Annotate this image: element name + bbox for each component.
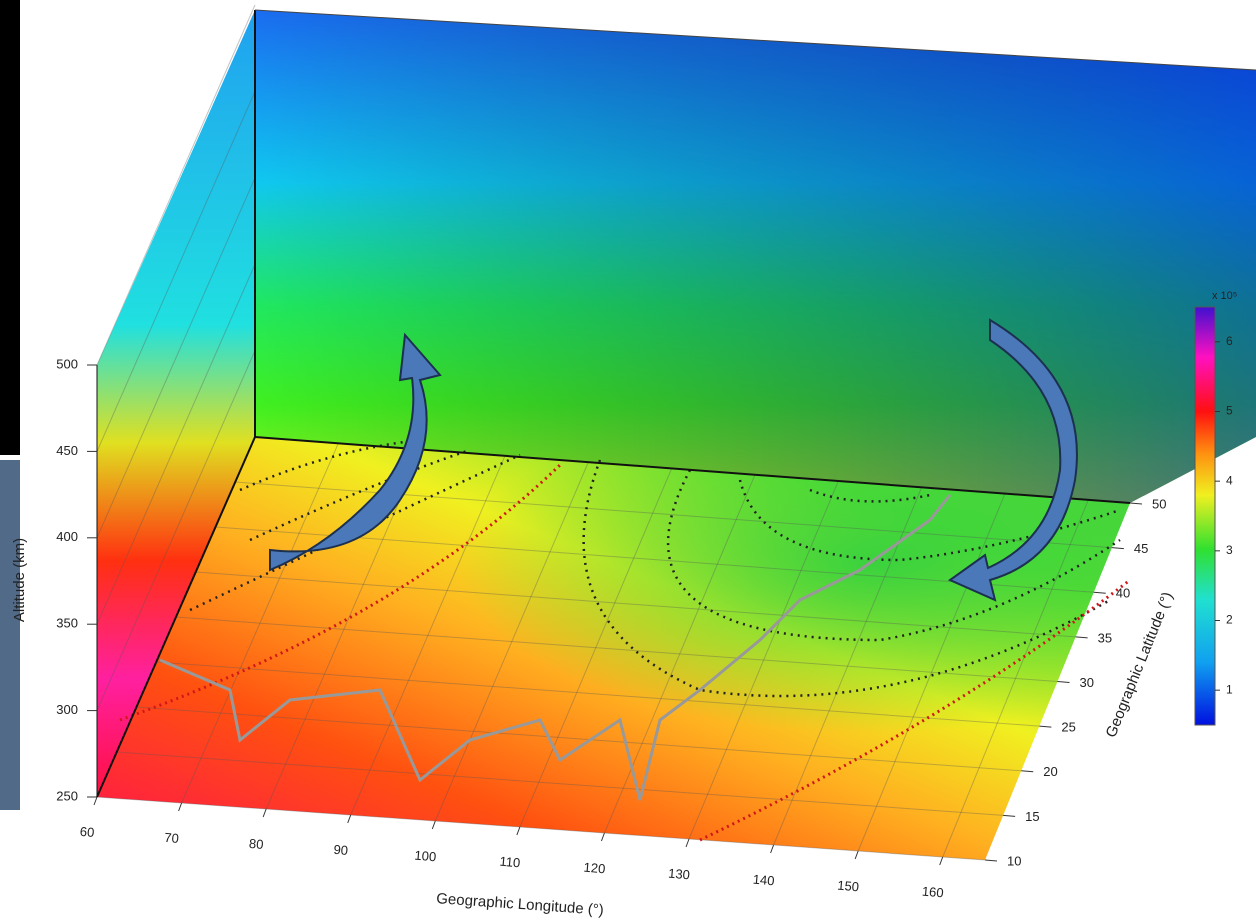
x-tick [601, 833, 604, 841]
colorbar-tick-label: 5 [1226, 404, 1233, 418]
y-tick [1058, 682, 1070, 683]
x-tick-label: 80 [248, 836, 264, 852]
y-tick-label: 25 [1061, 720, 1075, 735]
y-tick [1112, 548, 1124, 549]
y-tick-label: 30 [1080, 675, 1094, 690]
colorbar-tick-label: 1 [1226, 682, 1233, 696]
x-tick [771, 845, 774, 853]
x-tick [686, 839, 689, 847]
floor-shade [97, 437, 1130, 860]
y-tick-label: 40 [1116, 586, 1130, 601]
y-tick [1003, 815, 1015, 816]
y-axis-label: Geographic Latitude (°) [1103, 590, 1177, 740]
y-tick-label: 10 [1007, 853, 1021, 868]
z-tick-label: 250 [56, 788, 78, 803]
colorbar-label: x 10⁵ [1212, 290, 1237, 302]
y-tick [1094, 592, 1106, 593]
chart: x 10⁵ Altitude (km) Geographic Longitude… [0, 0, 1256, 921]
x-tick-label: 130 [668, 866, 691, 883]
back-wall-shade [255, 10, 1256, 503]
x-tick [263, 809, 266, 817]
x-tick-label: 100 [414, 848, 437, 865]
y-tick [1130, 503, 1142, 504]
y-tick [1039, 726, 1051, 727]
colorbar-tick-label: 6 [1226, 334, 1233, 348]
z-tick-label: 500 [56, 356, 78, 371]
y-tick-label: 45 [1134, 541, 1148, 556]
z-tick-label: 450 [56, 443, 78, 458]
x-tick-label: 160 [921, 884, 944, 901]
x-tick-label: 60 [79, 824, 95, 840]
y-tick [985, 860, 997, 861]
x-tick [517, 827, 520, 835]
x-tick-label: 140 [752, 872, 775, 889]
colorbar-tick-label: 2 [1226, 613, 1233, 627]
colorbar-tick-label: 3 [1226, 543, 1233, 557]
x-tick [855, 851, 858, 859]
x-tick-label: 90 [333, 842, 349, 858]
y-tick-label: 15 [1025, 809, 1039, 824]
x-tick [179, 803, 182, 811]
x-tick [94, 797, 97, 805]
y-tick-label: 50 [1152, 496, 1166, 511]
x-tick-label: 110 [499, 854, 521, 871]
y-tick [1021, 771, 1033, 772]
x-tick-label: 70 [164, 830, 180, 846]
y-tick-label: 20 [1043, 764, 1057, 779]
y-tick-label: 35 [1098, 630, 1112, 645]
x-tick-label: 150 [837, 878, 860, 895]
z-tick-label: 400 [56, 529, 78, 544]
x-tick [348, 815, 351, 823]
y-tick [1076, 637, 1088, 638]
z-tick-label: 300 [56, 702, 78, 717]
colorbar-tick-label: 4 [1226, 473, 1233, 487]
z-axis-label: Altitude (km) [11, 538, 28, 622]
side-image [0, 460, 20, 810]
x-tick-label: 120 [583, 860, 606, 877]
x-axis-label: Geographic Longitude (°) [436, 890, 605, 919]
x-tick [432, 821, 435, 829]
page: {"chart_data": { "type": "surface3d", "x… [0, 0, 1256, 921]
side-panel [0, 0, 20, 455]
z-tick-label: 350 [56, 616, 78, 631]
colorbar [1195, 307, 1215, 725]
x-tick [940, 857, 943, 865]
